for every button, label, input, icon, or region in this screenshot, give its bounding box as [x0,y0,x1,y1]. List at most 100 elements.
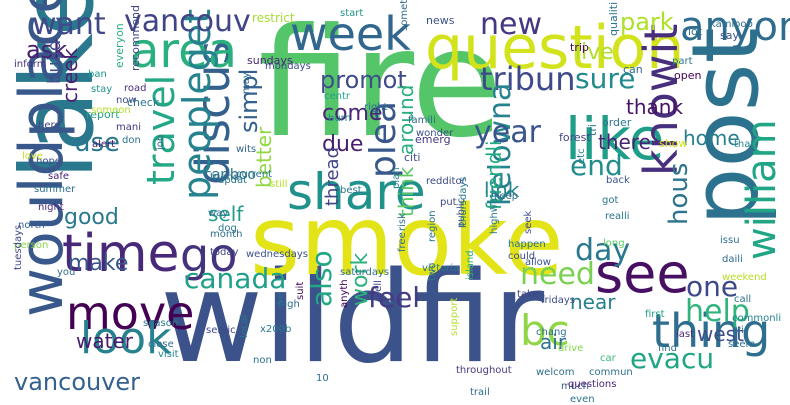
word: take [517,289,539,300]
word: forest [559,131,591,144]
word: weekend [722,272,767,283]
word: news [426,14,455,27]
word: today [210,247,239,258]
word: come [322,101,383,126]
word: summer [34,184,76,195]
word: now [116,95,137,106]
word: road [124,83,147,94]
word: self [208,202,244,226]
word: trip [570,41,589,54]
word: commun [589,367,633,378]
word: wits [236,144,257,155]
word: long [603,238,625,249]
word: plan [391,167,402,189]
word: right [364,102,388,113]
word: restrict [252,11,295,25]
word: stay [91,84,113,95]
word: here [38,120,61,131]
word: night [38,202,64,213]
word: even [570,394,595,405]
word: canada [184,262,287,295]
word: thursdays [458,176,469,226]
word: best [340,185,362,196]
word: redditor [426,176,466,187]
word: that [734,139,755,150]
word: home [683,126,740,150]
word: question [425,13,685,83]
word: month [210,229,243,240]
word: time [62,224,180,284]
word: questions [568,379,617,390]
word: put [440,197,457,208]
word: thread [322,146,343,206]
word: much [561,381,589,392]
word: ban [88,69,107,80]
word: share [287,163,426,221]
word: drive [558,343,584,354]
word: feel [368,281,421,314]
word: hope [36,156,61,167]
word: local [239,314,250,338]
word: mani [116,122,141,133]
word: close [148,339,174,350]
word: say [720,29,739,42]
word: report [86,108,120,121]
word: vancouver [14,368,141,396]
word: smoke [250,185,564,297]
word: high [278,299,300,310]
word: qualiti [607,1,620,36]
word: non [253,355,272,366]
word: wonder [416,128,454,139]
word: daili [722,254,743,265]
word: seek [523,210,534,234]
word: island [465,250,476,280]
word: inform [14,59,47,70]
word: kamloop [710,19,753,30]
word: want [32,7,106,42]
word: lot [688,25,703,38]
word: travel [139,74,183,185]
word: updat [218,175,248,186]
word: sure [575,62,636,95]
word: north [18,220,45,231]
word: check [127,96,160,109]
word: commonli [732,313,782,324]
word: highway [489,191,500,234]
word: current [236,169,273,180]
word: saturdays [340,267,390,278]
word: servic [206,325,236,336]
word: person [14,240,49,251]
word: tri [733,325,744,336]
word: realli [605,211,630,222]
word: burn [328,113,351,124]
word: could [508,251,536,262]
word: happen [508,239,546,250]
word: one [686,270,739,303]
word: free [397,232,408,252]
word: car [600,353,616,364]
word: wednesdays [246,249,308,260]
word: park [620,8,674,36]
word: first [645,309,665,320]
word: find [658,343,677,354]
word: mondays [265,61,311,72]
word: week [290,7,411,61]
word: wildfir [160,244,545,391]
word: recommend [129,5,142,71]
word: you [57,267,76,278]
word: also [305,250,338,307]
word: ask [26,36,68,64]
word: well [373,280,384,300]
word: promot [320,66,407,94]
word: live [575,40,614,65]
word: way [208,208,229,219]
word: link [484,178,520,202]
word: can [623,63,643,76]
word: open [674,69,702,82]
word: hous [664,162,694,225]
word: year [474,115,541,150]
word: tri [586,124,599,136]
word: water [76,329,133,353]
word: there [598,130,651,154]
